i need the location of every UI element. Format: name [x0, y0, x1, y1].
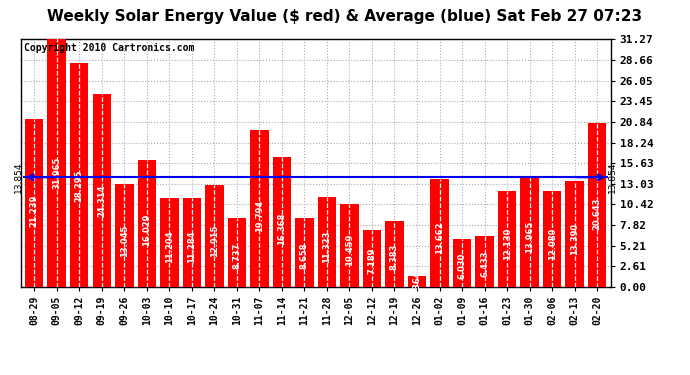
- Bar: [273, 158, 291, 287]
- Text: 6.433: 6.433: [480, 251, 489, 277]
- Text: 28.295: 28.295: [75, 170, 83, 202]
- Text: 6.030: 6.030: [457, 252, 466, 279]
- Text: 11.204: 11.204: [165, 231, 174, 263]
- Text: 24.314: 24.314: [97, 184, 106, 216]
- Bar: [317, 197, 336, 287]
- Bar: [498, 191, 516, 287]
- Bar: [363, 230, 381, 287]
- Text: 16.029: 16.029: [142, 214, 151, 246]
- Bar: [453, 239, 471, 287]
- Bar: [565, 181, 584, 287]
- Text: 19.794: 19.794: [255, 200, 264, 232]
- Text: 13.390: 13.390: [570, 223, 579, 255]
- Text: 13.854: 13.854: [609, 162, 618, 193]
- Bar: [70, 63, 88, 287]
- Text: Copyright 2010 Cartronics.com: Copyright 2010 Cartronics.com: [23, 43, 194, 53]
- Text: 16.368: 16.368: [277, 212, 286, 245]
- Text: 21.239: 21.239: [30, 195, 39, 227]
- Bar: [92, 94, 111, 287]
- Bar: [48, 34, 66, 287]
- Text: 13.045: 13.045: [120, 224, 129, 256]
- Text: 10.459: 10.459: [345, 233, 354, 266]
- Bar: [543, 191, 562, 287]
- Bar: [183, 198, 201, 287]
- Bar: [250, 130, 268, 287]
- Bar: [340, 204, 359, 287]
- Bar: [137, 160, 156, 287]
- Bar: [520, 176, 539, 287]
- Text: 13.854: 13.854: [14, 162, 23, 193]
- Text: 13.965: 13.965: [525, 221, 534, 254]
- Text: 8.658: 8.658: [300, 243, 309, 269]
- Text: 12.915: 12.915: [210, 225, 219, 257]
- Bar: [475, 236, 494, 287]
- Bar: [205, 184, 224, 287]
- Text: Weekly Solar Energy Value ($ red) & Average (blue) Sat Feb 27 07:23: Weekly Solar Energy Value ($ red) & Aver…: [48, 9, 642, 24]
- Text: 11.284: 11.284: [187, 230, 197, 263]
- Bar: [408, 276, 426, 287]
- Bar: [160, 198, 179, 287]
- Text: 12.080: 12.080: [548, 228, 557, 260]
- Text: 1.364: 1.364: [413, 270, 422, 297]
- Text: 13.662: 13.662: [435, 222, 444, 255]
- Bar: [385, 220, 404, 287]
- Bar: [115, 184, 133, 287]
- Text: 8.383: 8.383: [390, 244, 399, 270]
- Text: 7.189: 7.189: [368, 248, 377, 274]
- Bar: [228, 218, 246, 287]
- Text: 8.737: 8.737: [233, 243, 241, 269]
- Text: 31.965: 31.965: [52, 157, 61, 189]
- Text: 11.323: 11.323: [322, 230, 331, 263]
- Bar: [25, 119, 43, 287]
- Bar: [295, 218, 314, 287]
- Bar: [431, 179, 448, 287]
- Text: 12.130: 12.130: [502, 228, 511, 260]
- Bar: [588, 123, 607, 287]
- Text: 20.643: 20.643: [593, 197, 602, 230]
